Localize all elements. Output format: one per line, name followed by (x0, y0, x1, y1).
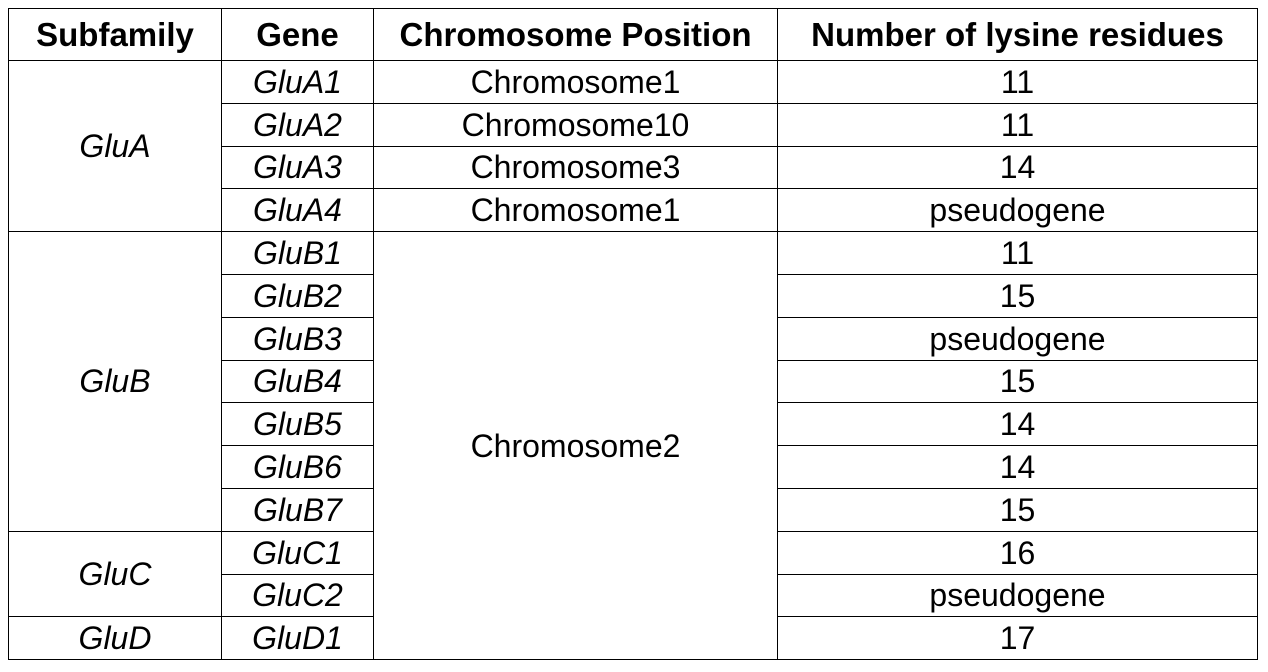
lysine-cell: 16 (777, 530, 1258, 575)
header-subfamily: Subfamily (8, 8, 222, 61)
position-cell: Chromosome1 (373, 60, 778, 104)
gene-cell: GluA2 (221, 102, 374, 147)
table-row: GluB4 15 (9, 359, 1258, 404)
subfamily-cell: GluA (8, 59, 222, 233)
table-row: GluB7 15 (9, 487, 1258, 532)
lysine-cell: pseudogene (777, 573, 1258, 618)
subfamily-cell: GluD (8, 616, 222, 661)
gene-cell: GluC1 (221, 530, 374, 575)
gene-cell: GluD1 (221, 616, 374, 661)
gene-cell: GluB5 (221, 402, 374, 447)
lysine-cell: 15 (777, 273, 1258, 318)
lysine-cell: 14 (777, 145, 1258, 190)
lysine-cell: 14 (777, 445, 1258, 489)
table-row: GluA4 Chromosome1 pseudogene (9, 188, 1258, 233)
header-chromosome-position: Chromosome Position (373, 8, 778, 61)
gene-cell: GluB3 (221, 316, 374, 361)
table-row: GluC2 pseudogene (9, 573, 1258, 618)
table-row: GluC GluC1 16 (8, 530, 1258, 618)
gene-cell: GluA4 (221, 188, 374, 233)
lysine-cell: 15 (777, 359, 1258, 404)
gene-cell: GluB7 (221, 487, 374, 532)
subfamily-cell: GluC (8, 530, 222, 618)
lysine-cell: 11 (777, 231, 1258, 275)
table-row: GluB5 14 (9, 402, 1258, 447)
lysine-cell: pseudogene (777, 188, 1258, 233)
subfamily-cell: GluB (8, 231, 222, 532)
table-row: GluA GluA1 Chromosome1 11 (8, 59, 1258, 233)
gene-cell: GluB4 (221, 359, 374, 404)
lysine-cell: 15 (777, 487, 1258, 532)
header-row: Subfamily Gene Chromosome Position Numbe… (8, 8, 1258, 61)
position-cell: Chromosome10 (373, 102, 778, 147)
table-row: GluD GluD1 17 (8, 616, 1258, 661)
gene-cell: GluB6 (221, 445, 374, 489)
gene-cell: GluA3 (221, 145, 374, 190)
lysine-cell: 17 (777, 616, 1258, 661)
table-row: GluB3 pseudogene (9, 316, 1258, 361)
glu-gene-table: Subfamily Gene Chromosome Position Numbe… (8, 8, 1258, 661)
lysine-cell: pseudogene (777, 316, 1258, 361)
header-lysine-residues: Number of lysine residues (777, 8, 1258, 61)
gene-cell: GluB1 (221, 231, 374, 275)
table-row: GluB GluB1 Chromosome2 11 (8, 231, 1258, 661)
header-gene: Gene (221, 8, 374, 61)
gene-cell: GluB2 (221, 273, 374, 318)
gene-table-container: Subfamily Gene Chromosome Position Numbe… (8, 8, 1258, 661)
lysine-cell: 11 (777, 102, 1258, 147)
position-cell: Chromosome3 (373, 145, 778, 190)
lysine-cell: 14 (777, 402, 1258, 447)
gene-cell: GluC2 (221, 573, 374, 618)
table-row: GluA2 Chromosome10 11 (9, 102, 1258, 147)
position-cell: Chromosome1 (373, 188, 778, 233)
table-row: GluB2 15 (9, 273, 1258, 318)
table-row: GluB6 14 (9, 445, 1258, 489)
gene-cell: GluA1 (221, 60, 374, 104)
lysine-cell: 11 (777, 60, 1258, 104)
position-cell-shared: Chromosome2 (373, 231, 778, 661)
